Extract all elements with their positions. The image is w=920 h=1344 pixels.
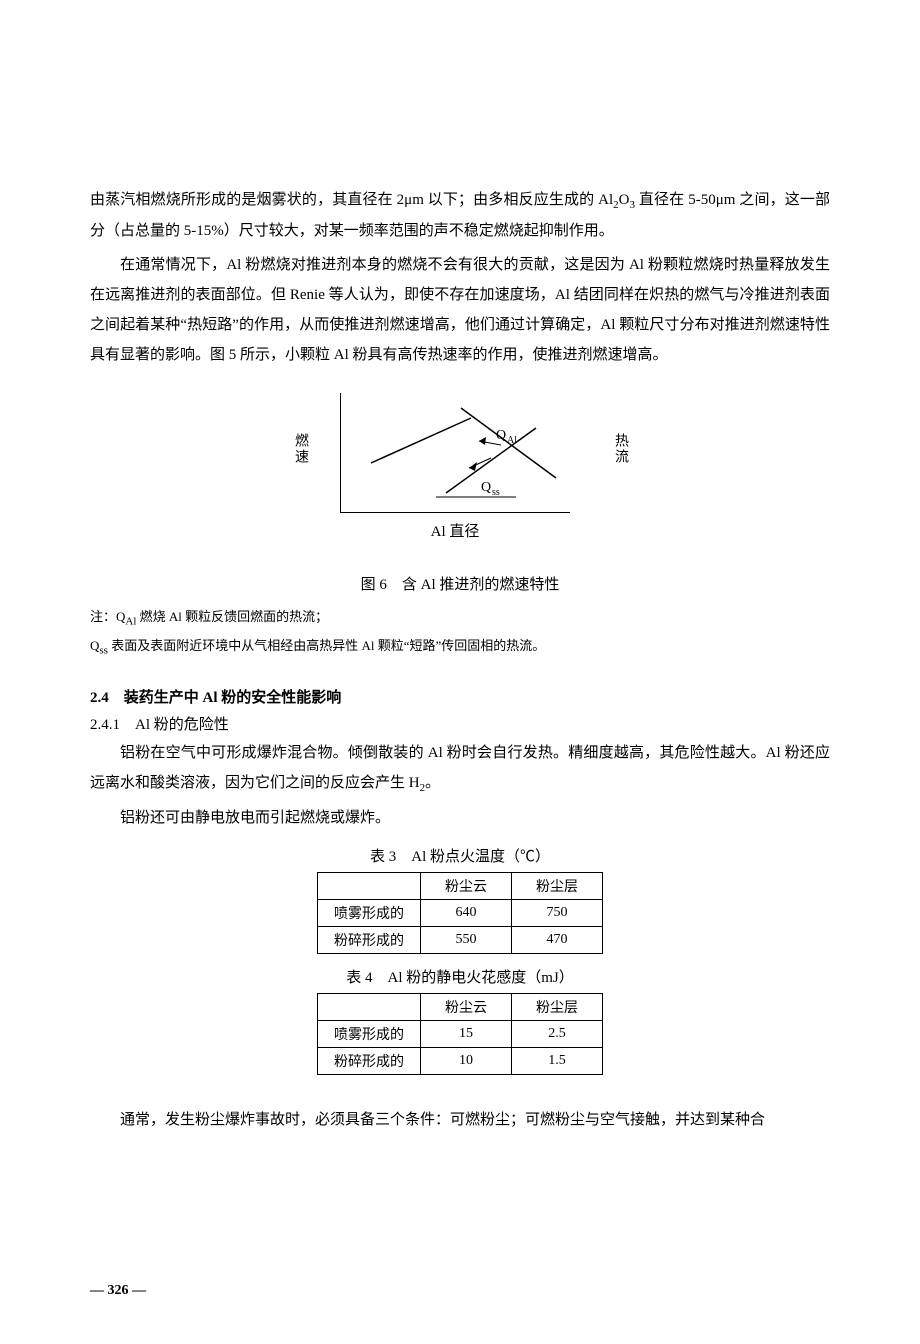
- paragraph-1: 由蒸汽相燃烧所形成的是烟雾状的，其直径在 2μm 以下；由多相反应生成的 Al2…: [90, 185, 830, 246]
- table-cell: 1.5: [512, 1048, 603, 1075]
- table-3: 粉尘云 粉尘层 喷雾形成的 640 750 粉碎形成的 550 470: [317, 872, 603, 954]
- text: 。: [425, 775, 440, 791]
- table-row: 粉碎形成的 550 470: [318, 927, 603, 954]
- table-cell: 喷雾形成的: [318, 1021, 421, 1048]
- paragraph-3: 铝粉在空气中可形成爆炸混合物。倾倒散装的 Al 粉时会自行发热。精细度越高，其危…: [90, 738, 830, 799]
- note-1: 注：QAl 燃烧 Al 颗粒反馈回燃面的热流；: [90, 604, 830, 633]
- y-axis-right-label: 热流: [610, 433, 630, 465]
- table-header: [318, 994, 421, 1021]
- table-row: 喷雾形成的 640 750: [318, 900, 603, 927]
- table-cell: 15: [421, 1021, 512, 1048]
- table-header: [318, 873, 421, 900]
- svg-text:ss: ss: [492, 487, 500, 498]
- note-2: Qss 表面及表面附近环境中从气相经由高热异性 Al 颗粒“短路”传回固相的热流…: [90, 633, 830, 662]
- table-4-caption: 表 4 Al 粉的静电火花感度（mJ）: [90, 966, 830, 987]
- text: O: [619, 192, 630, 208]
- table-3-caption: 表 3 Al 粉点火温度（℃）: [90, 845, 830, 866]
- page-number: — 326 —: [90, 1283, 146, 1299]
- paragraph-2: 在通常情况下，Al 粉燃烧对推进剂本身的燃烧不会有很大的贡献，这是因为 Al 粉…: [90, 250, 830, 370]
- table-header: 粉尘云: [421, 994, 512, 1021]
- table-cell: 2.5: [512, 1021, 603, 1048]
- table-cell: 750: [512, 900, 603, 927]
- subscript: ss: [99, 644, 108, 656]
- y-axis-left-label: 燃速: [290, 433, 310, 465]
- table-row: 粉碎形成的 10 1.5: [318, 1048, 603, 1075]
- section-2-4-1-title: 2.4.1 Al 粉的危险性: [90, 713, 830, 734]
- plot-area: Q Al Q ss: [340, 393, 570, 513]
- svg-text:Q: Q: [481, 480, 491, 495]
- text: 注：Q: [90, 609, 125, 624]
- table-cell: 550: [421, 927, 512, 954]
- table-cell: 喷雾形成的: [318, 900, 421, 927]
- table-row: 喷雾形成的 15 2.5: [318, 1021, 603, 1048]
- table-cell: 10: [421, 1048, 512, 1075]
- table-header: 粉尘层: [512, 873, 603, 900]
- paragraph-5: 通常，发生粉尘爆炸事故时，必须具备三个条件：可燃粉尘；可燃粉尘与空气接触，并达到…: [90, 1105, 830, 1135]
- table-cell: 470: [512, 927, 603, 954]
- svg-text:Q: Q: [496, 428, 506, 443]
- table-row: 粉尘云 粉尘层: [318, 994, 603, 1021]
- svg-text:Al: Al: [507, 435, 517, 446]
- text: 表面及表面附近环境中从气相经由高热异性 Al 颗粒“短路”传回固相的热流。: [108, 638, 545, 653]
- table-cell: 640: [421, 900, 512, 927]
- chart-svg: Q Al Q ss: [341, 393, 571, 513]
- table-4: 粉尘云 粉尘层 喷雾形成的 15 2.5 粉碎形成的 10 1.5: [317, 993, 603, 1075]
- table-header: 粉尘层: [512, 994, 603, 1021]
- text: 燃烧 Al 颗粒反馈回燃面的热流；: [136, 609, 328, 624]
- text: 由蒸汽相燃烧所形成的是烟雾状的，其直径在 2μm 以下；由多相反应生成的 Al: [90, 192, 613, 208]
- text: Q: [90, 638, 99, 653]
- table-cell: 粉碎形成的: [318, 1048, 421, 1075]
- table-header: 粉尘云: [421, 873, 512, 900]
- table-cell: 粉碎形成的: [318, 927, 421, 954]
- figure-caption: 图 6 含 Al 推进剂的燃速特性: [90, 573, 830, 594]
- text: 铝粉在空气中可形成爆炸混合物。倾倒散装的 Al 粉时会自行发热。精细度越高，其危…: [90, 745, 830, 791]
- subscript: Al: [125, 616, 136, 628]
- table-row: 粉尘云 粉尘层: [318, 873, 603, 900]
- paragraph-4: 铝粉还可由静电放电而引起燃烧或爆炸。: [90, 803, 830, 833]
- figure-6-chart: 燃速 热流 Q Al Q ss Al 直径: [90, 388, 830, 548]
- x-axis-label: Al 直径: [340, 520, 570, 541]
- section-2-4-title: 2.4 装药生产中 Al 粉的安全性能影响: [90, 686, 830, 707]
